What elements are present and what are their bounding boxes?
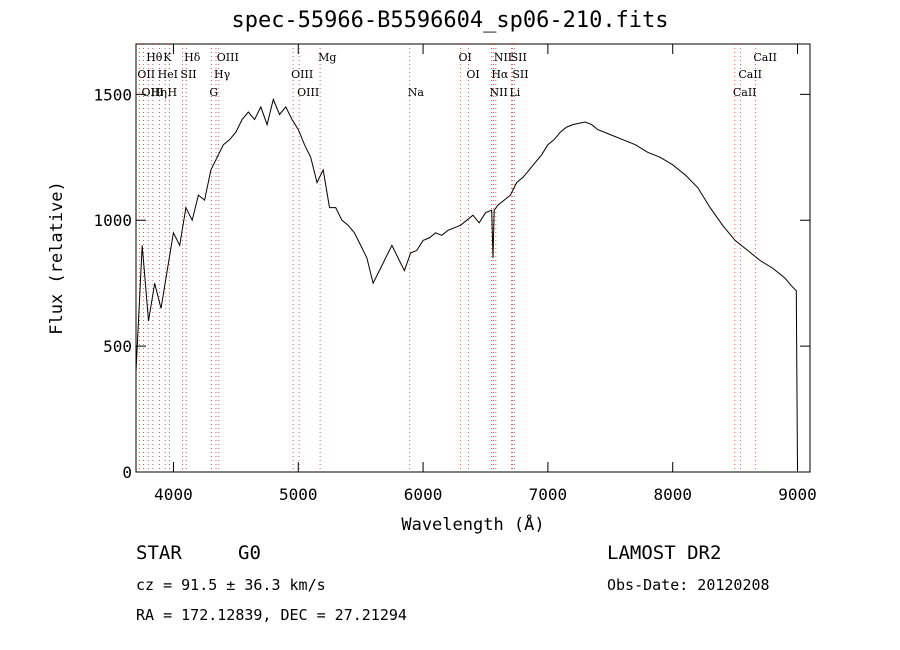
line-label: HeI — [158, 68, 178, 81]
x-tick-label: 9000 — [778, 485, 817, 504]
x-tick-label: 7000 — [529, 485, 568, 504]
spectrum-line — [135, 97, 798, 473]
x-tick-label: 4000 — [154, 485, 193, 504]
x-tick-label: 8000 — [653, 485, 692, 504]
line-label: OIII — [291, 68, 313, 81]
x-axis-label: Wavelength (Å) — [401, 513, 544, 535]
line-label: OI — [459, 51, 472, 64]
redshift-value: cz = 91.5 ± 36.3 km/s — [136, 576, 326, 594]
line-label: OIII — [297, 86, 319, 99]
line-label: CaII — [733, 86, 757, 99]
object-class: STAR — [136, 542, 182, 564]
line-label: OII — [137, 68, 155, 81]
plot-frame — [135, 43, 811, 473]
line-label: SII — [511, 51, 527, 64]
line-label: Li — [509, 86, 520, 99]
line-label: Hα — [491, 68, 509, 81]
line-label: NII — [494, 51, 512, 64]
coordinates: RA = 172.12839, DEC = 27.21294 — [136, 606, 407, 624]
line-label: SII — [512, 68, 528, 81]
line-label: NII — [489, 86, 507, 99]
line-label: H — [167, 86, 177, 99]
line-label: CaII — [753, 51, 777, 64]
line-label: Hγ — [214, 68, 231, 81]
line-label: OIII — [217, 51, 239, 64]
y-axis-label: Flux (relative) — [47, 181, 67, 335]
y-tick-label: 500 — [103, 337, 132, 356]
line-label: Mg — [318, 51, 336, 64]
line-label: Hδ — [184, 51, 201, 64]
line-label: K — [163, 51, 172, 64]
line-label: Hη — [151, 86, 167, 99]
observation-date: Obs-Date: 20120208 — [607, 576, 770, 594]
object-subclass: G0 — [238, 542, 261, 564]
line-label: OIII — [141, 86, 163, 99]
line-label: SII — [180, 68, 196, 81]
x-tick-label: 5000 — [279, 485, 318, 504]
line-label: OI — [466, 68, 479, 81]
line-label: Hθ — [146, 51, 163, 64]
y-tick-label: 1500 — [93, 85, 132, 104]
line-label: CaII — [738, 68, 762, 81]
y-tick-label: 1000 — [93, 211, 132, 230]
y-tick-label: 0 — [122, 463, 132, 482]
line-label: G — [209, 86, 218, 99]
line-label: Na — [408, 86, 425, 99]
chart-title: spec-55966-B5596604_sp06-210.fits — [231, 8, 669, 33]
survey-name: LAMOST DR2 — [607, 542, 722, 564]
x-tick-label: 6000 — [404, 485, 443, 504]
